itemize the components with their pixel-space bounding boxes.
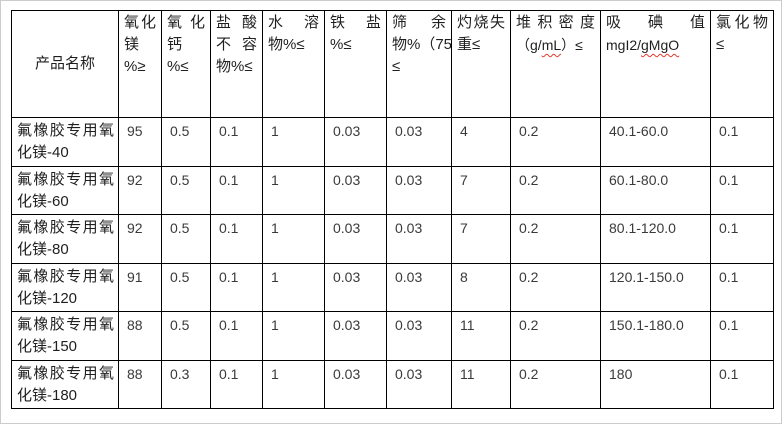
value-cell: 91: [118, 262, 162, 312]
value-cell: 0.03: [324, 359, 387, 409]
value-cell: 0.5: [161, 262, 211, 312]
table-row: 氟橡胶专用氧化镁-150 88 0.5 0.1 1 0.03 0.03 11 0…: [11, 311, 774, 361]
value-cell: 0.1: [210, 311, 263, 361]
value-cell: 180: [600, 359, 711, 409]
col-header-water-soluble: 水溶物%≤: [262, 10, 325, 118]
value-cell: 0.5: [161, 165, 211, 215]
value-cell: 0.1: [710, 214, 774, 264]
col-header-chloride: 氯化物≤: [710, 10, 774, 118]
header-row: 产品名称 氧化镁 %≥ 氧化钙 %≤ 盐酸不容物%≤ 水溶物%≤ 铁盐 %≤ 筛…: [11, 10, 774, 118]
product-name-cell: 氟橡胶专用氧化镁-40: [11, 117, 119, 167]
value-cell: 0.03: [386, 262, 452, 312]
product-name-cell: 氟橡胶专用氧化镁-80: [11, 214, 119, 264]
value-cell: 11: [451, 311, 511, 361]
table-row: 氟橡胶专用氧化镁-80 92 0.5 0.1 1 0.03 0.03 7 0.2…: [11, 214, 774, 264]
value-cell: 7: [451, 165, 511, 215]
table-row: 氟橡胶专用氧化镁-60 92 0.5 0.1 1 0.03 0.03 7 0.2…: [11, 165, 774, 215]
value-cell: 150.1-180.0: [600, 311, 711, 361]
value-cell: 0.2: [510, 359, 601, 409]
iodine-value-label: 吸碘值: [606, 14, 705, 31]
value-cell: 0.2: [510, 262, 601, 312]
value-cell: 11: [451, 359, 511, 409]
value-cell: 0.03: [324, 214, 387, 264]
value-cell: 0.03: [386, 311, 452, 361]
value-cell: 1: [262, 117, 325, 167]
value-cell: 60.1-80.0: [600, 165, 711, 215]
value-cell: 0.5: [161, 311, 211, 361]
value-cell: 0.1: [710, 117, 774, 167]
col-header-product-name: 产品名称: [11, 10, 119, 118]
value-cell: 1: [262, 311, 325, 361]
value-cell: 0.03: [386, 214, 452, 264]
col-header-ignition-loss: 灼烧失重≤: [451, 10, 511, 118]
value-cell: 0.5: [161, 117, 211, 167]
value-cell: 8: [451, 262, 511, 312]
bulk-density-label: 堆积密度: [516, 14, 595, 31]
value-cell: 0.1: [710, 165, 774, 215]
value-cell: 4: [451, 117, 511, 167]
value-cell: 0.1: [710, 311, 774, 361]
value-cell: 0.03: [386, 165, 452, 215]
value-cell: 0.03: [386, 117, 452, 167]
product-name-cell: 氟橡胶专用氧化镁-120: [11, 262, 119, 312]
value-cell: 0.1: [210, 214, 263, 264]
value-cell: 95: [118, 117, 162, 167]
value-cell: 40.1-60.0: [600, 117, 711, 167]
value-cell: 1: [262, 359, 325, 409]
value-cell: 0.1: [210, 117, 263, 167]
product-spec-table: 产品名称 氧化镁 %≥ 氧化钙 %≤ 盐酸不容物%≤ 水溶物%≤ 铁盐 %≤ 筛…: [11, 10, 774, 409]
value-cell: 7: [451, 214, 511, 264]
value-cell: 80.1-120.0: [600, 214, 711, 264]
spellcheck-underline: mL: [541, 37, 562, 53]
table-row: 氟橡胶专用氧化镁-180 88 0.3 0.1 1 0.03 0.03 11 0…: [11, 359, 774, 409]
value-cell: 0.1: [210, 359, 263, 409]
value-cell: 92: [118, 165, 162, 215]
col-header-sieve-residue: 筛余物%（75μm）≤: [386, 10, 452, 118]
value-cell: 92: [118, 214, 162, 264]
value-cell: 1: [262, 214, 325, 264]
product-name-cell: 氟橡胶专用氧化镁-150: [11, 311, 119, 361]
value-cell: 88: [118, 359, 162, 409]
col-header-bulk-density: 堆积密度 （g/mL）≤: [510, 10, 601, 118]
col-header-mgo: 氧化镁 %≥: [118, 10, 162, 118]
product-name-cell: 氟橡胶专用氧化镁-60: [11, 165, 119, 215]
product-name-cell: 氟橡胶专用氧化镁-180: [11, 359, 119, 409]
value-cell: 0.2: [510, 165, 601, 215]
value-cell: 1: [262, 165, 325, 215]
value-cell: 0.2: [510, 214, 601, 264]
col-header-hcl-insoluble: 盐酸不容物%≤: [210, 10, 263, 118]
value-cell: 0.1: [710, 359, 774, 409]
value-cell: 0.03: [324, 262, 387, 312]
value-cell: 0.1: [210, 165, 263, 215]
value-cell: 0.2: [510, 311, 601, 361]
value-cell: 0.03: [324, 165, 387, 215]
col-header-iodine-value: 吸碘值 mgI2/gMgO: [600, 10, 711, 118]
spellcheck-underline: gMgO: [641, 37, 680, 53]
value-cell: 120.1-150.0: [600, 262, 711, 312]
iodine-value-unit: mgI2/gMgO: [606, 37, 680, 53]
value-cell: 1: [262, 262, 325, 312]
col-header-cao: 氧化钙 %≤: [161, 10, 211, 118]
table-row: 氟橡胶专用氧化镁-120 91 0.5 0.1 1 0.03 0.03 8 0.…: [11, 262, 774, 312]
value-cell: 0.03: [386, 359, 452, 409]
value-cell: 0.3: [161, 359, 211, 409]
col-header-iron-salt: 铁盐 %≤: [324, 10, 387, 118]
value-cell: 0.1: [210, 262, 263, 312]
bulk-density-unit: （g/mL）≤: [516, 37, 583, 53]
value-cell: 88: [118, 311, 162, 361]
value-cell: 0.03: [324, 117, 387, 167]
value-cell: 0.1: [710, 262, 774, 312]
value-cell: 0.5: [161, 214, 211, 264]
table-row: 氟橡胶专用氧化镁-40 95 0.5 0.1 1 0.03 0.03 4 0.2…: [11, 117, 774, 167]
value-cell: 0.2: [510, 117, 601, 167]
value-cell: 0.03: [324, 311, 387, 361]
